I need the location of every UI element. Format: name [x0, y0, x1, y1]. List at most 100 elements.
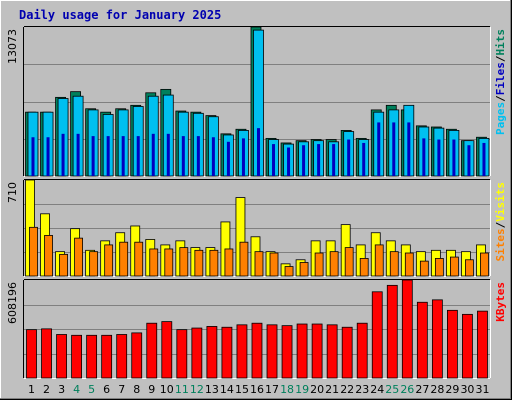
kbytes-bar: [266, 324, 278, 379]
files-bar: [91, 136, 95, 176]
hits-max-label: 13073: [6, 29, 19, 64]
x-tick-label: 8: [133, 383, 140, 396]
x-tick-label: 17: [265, 383, 279, 396]
kbytes-bar: [311, 323, 323, 379]
kbytes-bar: [146, 322, 158, 379]
files-bar: [46, 137, 50, 176]
files-bar: [196, 136, 200, 176]
visits-legend-item: /: [494, 221, 507, 228]
hits-legend: Pages/Files/Hits: [494, 29, 507, 135]
x-tick-label: 24: [370, 383, 384, 396]
sites-bar: [119, 241, 129, 277]
sites-bar: [434, 258, 444, 277]
kbytes-bar: [386, 284, 398, 379]
x-tick-label: 28: [430, 383, 444, 396]
sites-bar: [104, 244, 114, 277]
x-tick-label: 27: [415, 383, 429, 396]
sites-bar: [314, 252, 324, 277]
files-bar: [437, 139, 441, 176]
kbytes-bar: [101, 334, 113, 379]
kbytes-max-label: 608196: [6, 282, 19, 324]
x-tick-label: 29: [445, 383, 459, 396]
files-bar: [452, 139, 456, 176]
sites-bar: [404, 252, 414, 277]
kbytes-legend-item: KBytes: [494, 282, 507, 322]
kbytes-bar: [462, 313, 473, 379]
files-bar: [302, 145, 306, 176]
kbytes-bar: [401, 279, 413, 379]
x-tick-label: 16: [250, 383, 264, 396]
kbytes-bar: [431, 299, 443, 379]
x-tick-label: 10: [160, 383, 174, 396]
files-bar: [332, 144, 336, 176]
files-bar: [272, 144, 276, 176]
x-tick-label: 13: [205, 383, 219, 396]
sites-bar: [299, 262, 309, 277]
sites-bar: [134, 241, 144, 277]
kbytes-bar: [236, 324, 248, 379]
x-tick-label: 25: [385, 383, 399, 396]
sites-bar: [89, 251, 99, 277]
kbytes-bar: [26, 329, 37, 379]
x-tick-label: 21: [325, 383, 339, 396]
visits-legend-item: Visits: [494, 182, 507, 222]
files-bar: [287, 147, 291, 176]
kbytes-bar: [131, 332, 143, 379]
kbytes-bar: [296, 323, 308, 379]
sites-bar: [419, 260, 429, 277]
kbytes-bar: [447, 309, 458, 379]
hits-legend-item: Pages: [494, 102, 507, 135]
files-bar: [422, 138, 426, 176]
files-bar: [377, 122, 381, 176]
x-tick-label: 20: [310, 383, 324, 396]
sites-bar: [359, 258, 369, 277]
sites-bar: [224, 248, 234, 277]
x-tick-label: 26: [400, 383, 414, 396]
sites-bar: [59, 253, 68, 277]
x-axis-labels: 1 2 3 4 5 6 7 8 9 10 11 12 13 14 15 16 17 18 19 20 21 22 23 24 2…: [28, 383, 489, 396]
chart-panels: 13073Pages/Files/Hits710Sites/Visits6081…: [6, 26, 507, 379]
sites-bar: [344, 247, 354, 277]
x-tick-label: 15: [235, 383, 249, 396]
x-tick-label: 5: [88, 383, 95, 396]
sites-bar: [239, 241, 249, 277]
files-bar: [106, 136, 110, 176]
x-tick-label: 1: [28, 383, 35, 396]
sites-bar: [194, 249, 204, 277]
kbytes-bar: [221, 326, 233, 379]
kbytes-bar: [371, 291, 383, 379]
kbytes-bar: [71, 334, 82, 379]
visits-legend-item: Sites: [494, 228, 507, 261]
hits-legend-item: Hits: [494, 29, 507, 56]
x-tick-label: 4: [73, 383, 80, 396]
sites-bar: [149, 248, 159, 277]
files-bar: [151, 133, 155, 176]
sites-bar: [284, 266, 294, 277]
hits-legend-item: /: [494, 55, 507, 62]
kbytes-bar: [416, 301, 428, 379]
files-bar: [226, 141, 230, 176]
x-tick-label: 19: [295, 383, 309, 396]
files-bar: [61, 133, 65, 176]
sites-bar: [164, 248, 174, 277]
sites-bar: [465, 259, 474, 277]
files-bar: [256, 128, 260, 176]
visits-max-label: 710: [6, 182, 19, 203]
sites-bar: [179, 247, 189, 277]
files-bar: [211, 137, 215, 176]
kbytes-bar: [341, 326, 353, 379]
kbytes-bar: [41, 328, 52, 379]
x-tick-label: 30: [460, 383, 474, 396]
hits-legend-item: /: [494, 95, 507, 102]
hits-legend-item: Files: [494, 62, 507, 95]
kbytes-bar: [206, 326, 218, 379]
kbytes-bar: [176, 329, 188, 379]
kbytes-bar: [116, 334, 128, 379]
visits-legend: Sites/Visits: [494, 182, 507, 262]
chart-title: Daily usage for January 2025: [19, 8, 221, 22]
sites-bar: [389, 251, 399, 277]
x-tick-label: 2: [43, 383, 50, 396]
sites-bar: [374, 244, 384, 277]
files-bar: [241, 138, 245, 176]
x-tick-label: 18: [280, 383, 294, 396]
